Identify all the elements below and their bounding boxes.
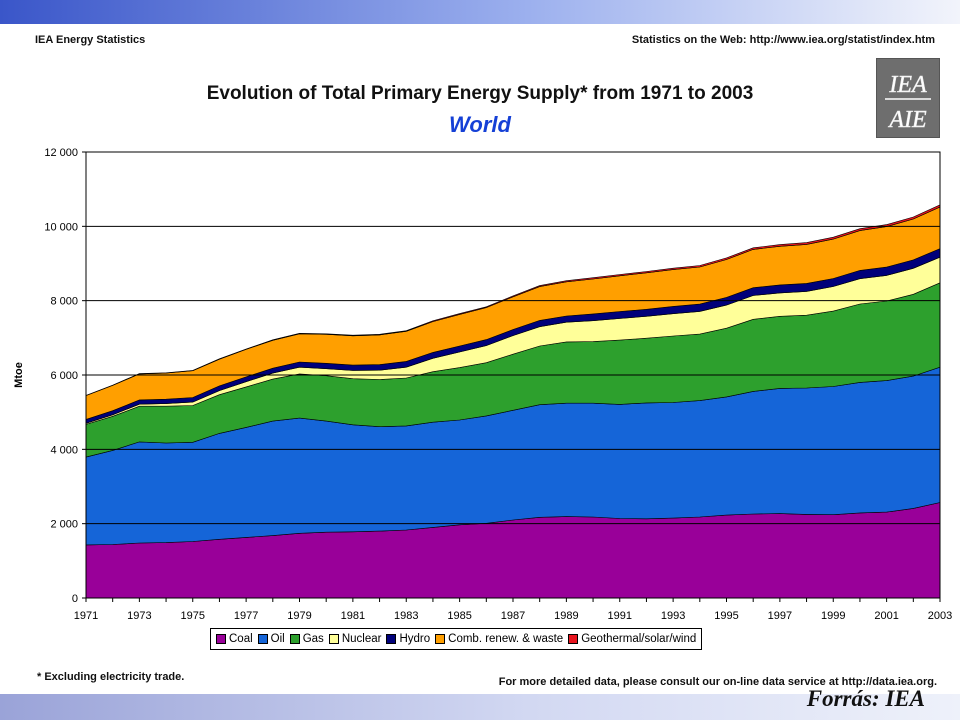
stacked-area-chart: 0 2 000 4 000 6 000 8 000 10 000 12 000 1971 197… xyxy=(13,147,952,622)
legend-label: Geothermal/solar/wind xyxy=(581,633,697,645)
x-tick-label: 1971 xyxy=(74,610,98,622)
legend-label: Hydro xyxy=(399,633,431,645)
x-tick-label: 1995 xyxy=(714,610,738,622)
x-tick-label: 1999 xyxy=(821,610,845,622)
legend-item: Coal xyxy=(216,633,253,645)
y-tick-label: 12 000 xyxy=(44,147,78,159)
x-tick-label: 1987 xyxy=(501,610,525,622)
iea-aie-logo-icon: IEA AIE xyxy=(876,58,940,138)
y-tick-label: 0 xyxy=(72,593,78,605)
x-tick-label: 1983 xyxy=(394,610,418,622)
legend-swatch xyxy=(386,634,397,644)
logo-text-bottom: AIE xyxy=(887,107,927,133)
legend-label: Comb. renew. & waste xyxy=(448,633,564,645)
legend-swatch xyxy=(328,634,339,644)
logo-text-top: IEA xyxy=(888,72,927,98)
legend-swatch xyxy=(257,634,268,644)
y-tick-label: 10 000 xyxy=(44,221,78,233)
legend-item: Hydro xyxy=(386,633,430,645)
x-tick-label: 1989 xyxy=(554,610,578,622)
x-tick-label: 1977 xyxy=(234,610,258,622)
x-tick-label: 1993 xyxy=(661,610,685,622)
legend-label: Coal xyxy=(229,633,253,645)
legend-swatch xyxy=(435,634,446,644)
x-tick-label: 2003 xyxy=(928,610,952,622)
header-left-label: IEA Energy Statistics xyxy=(35,34,146,46)
legend-item: Comb. renew. & waste xyxy=(435,633,563,645)
legend-item: Oil xyxy=(257,633,285,645)
legend-item: Gas xyxy=(289,633,324,645)
legend-label: Oil xyxy=(270,633,285,645)
y-axis-label: Mtoe xyxy=(13,362,25,388)
legend-item: Geothermal/solar/wind xyxy=(568,633,696,645)
chart-legend: Coal Oil Gas Nuclear Hydro Comb. renew. & was… xyxy=(210,628,703,650)
legend-swatch xyxy=(216,634,226,644)
more-data-note: For more detailed data, please consult o… xyxy=(498,676,937,688)
legend-swatch xyxy=(568,634,579,644)
x-tick-label: 2001 xyxy=(874,610,898,622)
x-tick-label: 1981 xyxy=(341,610,365,622)
header-right-label: Statistics on the Web: http://www.iea.or… xyxy=(631,34,935,46)
chart-subtitle: World xyxy=(449,112,511,137)
y-tick-label: 8 000 xyxy=(50,296,78,308)
bottom-decorative-band xyxy=(0,694,960,720)
source-label: Forrás: IEA xyxy=(806,686,925,711)
legend-swatch xyxy=(289,634,300,644)
chart-title: Evolution of Total Primary Energy Supply… xyxy=(206,83,754,104)
legend-label: Gas xyxy=(302,633,324,645)
x-tick-label: 1991 xyxy=(608,610,632,622)
x-tick-label: 1997 xyxy=(768,610,792,622)
legend-label: Nuclear xyxy=(341,633,382,645)
y-tick-label: 4 000 xyxy=(50,444,78,456)
x-tick-label: 1985 xyxy=(447,610,471,622)
top-decorative-band xyxy=(0,0,960,24)
x-tick-label: 1973 xyxy=(127,610,151,622)
legend-item: Nuclear xyxy=(328,633,382,645)
y-tick-label: 6 000 xyxy=(50,370,78,382)
x-tick-label: 1975 xyxy=(181,610,205,622)
x-tick-label: 1979 xyxy=(287,610,311,622)
y-tick-label: 2 000 xyxy=(50,519,78,531)
footnote: * Excluding electricity trade. xyxy=(37,671,185,683)
